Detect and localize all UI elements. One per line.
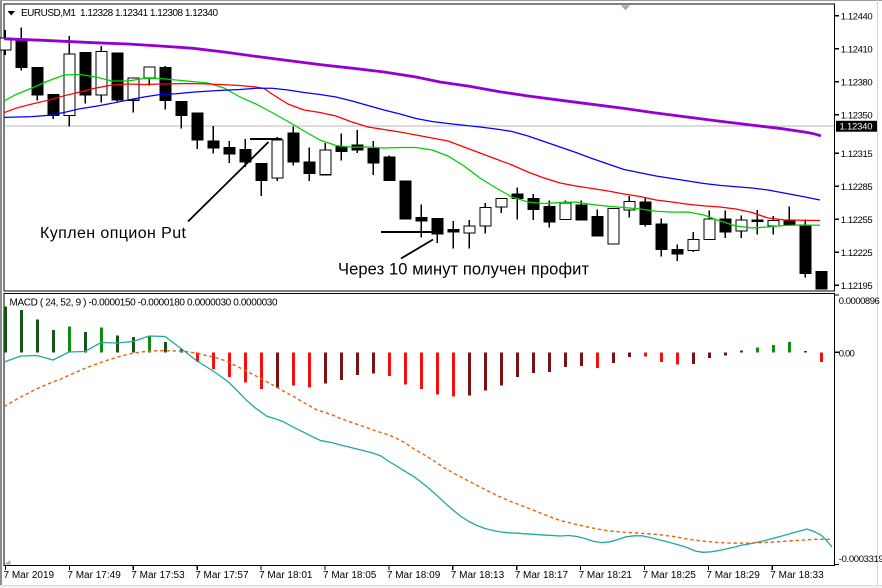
svg-text:0.0000896: 0.0000896 xyxy=(839,296,880,307)
svg-text:1.12410: 1.12410 xyxy=(841,44,873,55)
svg-text:7 Mar 17:49: 7 Mar 17:49 xyxy=(67,570,121,581)
svg-text:Через 10 минут получен профит: Через 10 минут получен профит xyxy=(338,261,589,279)
svg-text:7 Mar 18:17: 7 Mar 18:17 xyxy=(515,570,569,581)
svg-text:MACD ( 24, 52, 9 ) -0.0000150: MACD ( 24, 52, 9 ) -0.0000150 -0.0000180… xyxy=(10,298,278,309)
svg-text:7 Mar 18:05: 7 Mar 18:05 xyxy=(323,570,377,581)
svg-text:7 Mar 17:57: 7 Mar 17:57 xyxy=(195,570,249,581)
svg-text:1.12350: 1.12350 xyxy=(841,110,873,121)
svg-text:1.12315: 1.12315 xyxy=(841,149,873,160)
svg-text:7 Mar 18:13: 7 Mar 18:13 xyxy=(451,570,505,581)
svg-text:-0.0003319: -0.0003319 xyxy=(839,554,882,565)
svg-text:7 Mar 18:33: 7 Mar 18:33 xyxy=(770,570,824,581)
svg-text:0.00: 0.00 xyxy=(839,348,855,359)
svg-text:7 Mar 18:25: 7 Mar 18:25 xyxy=(643,570,697,581)
svg-text:1.12255: 1.12255 xyxy=(841,215,873,226)
svg-text:1.12340: 1.12340 xyxy=(840,122,873,133)
svg-text:7 Mar 18:09: 7 Mar 18:09 xyxy=(387,570,441,581)
svg-text:7 Mar 18:21: 7 Mar 18:21 xyxy=(579,570,633,581)
svg-text:7 Mar 2019: 7 Mar 2019 xyxy=(4,570,55,581)
svg-text:1.12285: 1.12285 xyxy=(841,182,873,193)
svg-text:1.12440: 1.12440 xyxy=(841,11,873,22)
svg-text:EURUSD,M1 1.12328 1.12341 1.1: EURUSD,M1 1.12328 1.12341 1.12308 1.1234… xyxy=(21,8,218,19)
svg-text:1.12380: 1.12380 xyxy=(841,77,873,88)
svg-text:7 Mar 17:53: 7 Mar 17:53 xyxy=(131,570,185,581)
svg-text:1.12225: 1.12225 xyxy=(841,248,873,259)
svg-text:Куплен опцион Put: Куплен опцион Put xyxy=(40,225,187,242)
svg-text:7 Mar 18:29: 7 Mar 18:29 xyxy=(706,570,760,581)
svg-text:7 Mar 18:01: 7 Mar 18:01 xyxy=(259,570,313,581)
svg-text:1.12195: 1.12195 xyxy=(841,281,873,292)
